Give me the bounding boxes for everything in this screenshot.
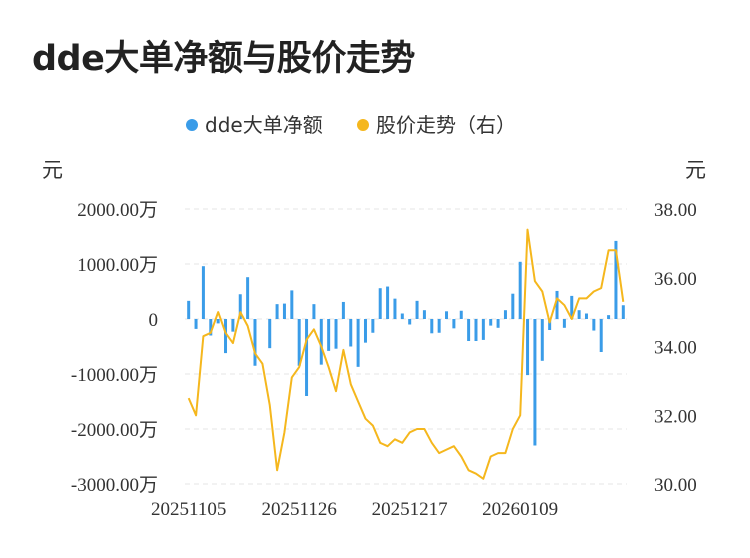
x-tick-label: 20251217 [372, 499, 448, 520]
bar [584, 313, 588, 319]
y-right-tick-label: 34.00 [654, 338, 697, 359]
y-left-tick-label: 1000.00万 [77, 255, 158, 276]
bar [503, 310, 507, 319]
bar [386, 286, 390, 319]
y-right-tick-label: 30.00 [654, 475, 697, 496]
bar [540, 319, 544, 361]
price-line [187, 228, 625, 480]
bar [599, 319, 603, 352]
y-axis-right: 38.00 36.00 34.00 32.00 30.00 [654, 200, 697, 496]
bar [194, 319, 198, 329]
bar [621, 305, 625, 319]
legend-label-2: 股价走势（右） [376, 113, 516, 137]
bar [224, 319, 228, 354]
bar [319, 319, 323, 365]
x-tick-label: 20260109 [482, 499, 558, 520]
bar [275, 304, 279, 319]
bar [216, 319, 220, 324]
x-axis: 20251105 20251126 20251217 20260109 [151, 499, 558, 520]
bar [231, 319, 235, 332]
bar [445, 311, 449, 319]
bar [363, 319, 367, 343]
y-right-tick-label: 32.00 [654, 406, 697, 427]
bar [201, 266, 205, 319]
bar [378, 288, 382, 319]
x-tick-label: 20251105 [151, 499, 226, 520]
y-left-tick-label: -2000.00万 [71, 420, 158, 441]
bar [349, 319, 353, 347]
bar [577, 310, 581, 319]
y-right-unit: 元 [685, 158, 706, 182]
bar [533, 319, 537, 446]
y-left-unit: 元 [42, 158, 63, 182]
axis-units: 元元 [42, 158, 706, 182]
bar [356, 319, 360, 367]
bar [187, 300, 191, 319]
gridlines [185, 208, 627, 485]
y-left-tick-label: -3000.00万 [71, 475, 158, 496]
bar [422, 310, 426, 319]
bar [489, 319, 493, 326]
legend-marker-1 [186, 119, 198, 131]
y-left-tick-label: 2000.00万 [77, 200, 158, 221]
y-right-tick-label: 36.00 [654, 269, 697, 290]
bar [282, 303, 286, 319]
bar [607, 315, 611, 319]
bar [562, 319, 566, 328]
bar [371, 319, 375, 333]
y-left-tick-label: 0 [149, 310, 159, 331]
bar [305, 319, 309, 396]
bar [209, 319, 213, 336]
y-left-tick-label: -1000.00万 [71, 365, 158, 386]
bar [341, 301, 345, 319]
bar [555, 290, 559, 319]
bar [518, 261, 522, 319]
bar [238, 294, 242, 319]
bar [526, 319, 530, 376]
bar [268, 319, 272, 349]
bar [592, 319, 596, 331]
bar [415, 300, 419, 319]
bar [548, 319, 552, 330]
bar [437, 319, 441, 333]
bar [327, 319, 331, 351]
bar [290, 290, 294, 319]
x-tick-label: 20251126 [262, 499, 337, 520]
bar [312, 304, 316, 319]
y-axis-left: 2000.00万 1000.00万 0 -1000.00万 -2000.00万 -3000… [71, 200, 158, 496]
bar [511, 293, 515, 319]
bar [474, 319, 478, 341]
bar [459, 310, 463, 319]
bar [452, 319, 456, 329]
bar [393, 298, 397, 319]
chart-title: dde大单净额与股价走势 [32, 39, 415, 79]
y-right-tick-label: 38.00 [654, 200, 697, 221]
bar [253, 319, 257, 366]
bar [246, 277, 250, 319]
bar [467, 319, 471, 341]
bar [430, 319, 434, 334]
bar-series [187, 240, 625, 446]
legend-label-1: dde大单净额 [205, 113, 323, 137]
legend-marker-2 [357, 119, 369, 131]
bar [334, 319, 338, 349]
bar [481, 319, 485, 340]
bar [570, 295, 574, 319]
bar [297, 319, 301, 366]
line-series [187, 228, 625, 480]
bar [408, 319, 412, 325]
bar [614, 240, 618, 319]
legend: dde大单净额 股价走势（右） [186, 113, 516, 137]
bar [400, 313, 404, 319]
bar [496, 319, 500, 328]
